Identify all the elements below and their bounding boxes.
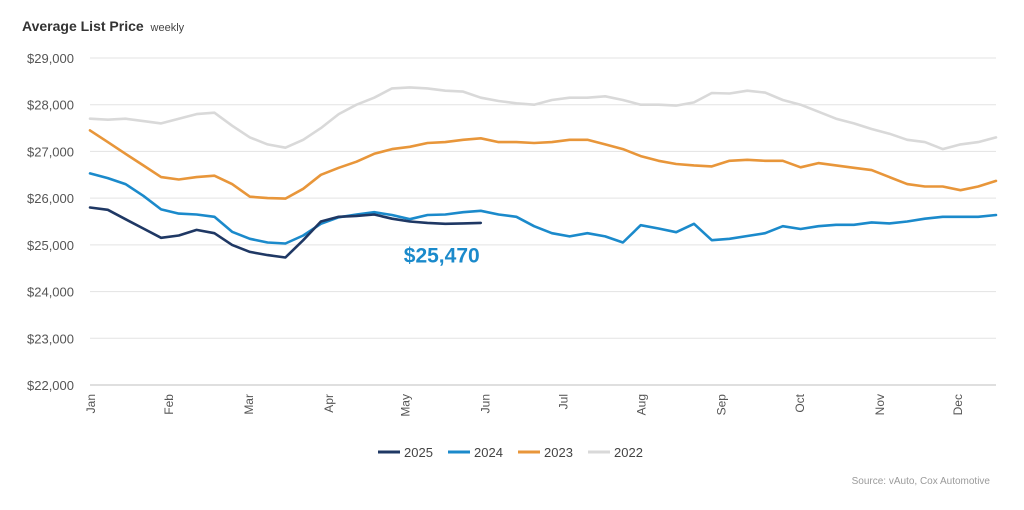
y-tick-label: $28,000 (27, 98, 74, 113)
legend-label-2025: 2025 (404, 445, 433, 460)
series-line-2025 (88, 206, 483, 259)
y-tick-label: $27,000 (27, 144, 74, 159)
source-note: Source: vAuto, Cox Automotive (851, 476, 990, 487)
y-tick-label: $25,000 (27, 238, 74, 253)
x-tick-label: Aug (635, 394, 649, 415)
x-tick-label: Mar (242, 394, 256, 415)
y-tick-label: $24,000 (27, 285, 74, 300)
x-tick-label: Oct (793, 393, 807, 412)
line-chart: $22,000 $23,000 $24,000 $25,000 $26,000 $27,0… (27, 51, 998, 460)
x-tick-label: Apr (322, 394, 336, 413)
y-tick-label: $26,000 (27, 191, 74, 206)
x-tick-label: Jul (557, 394, 571, 409)
price-annotation: $25,470 (404, 245, 480, 268)
series-line-2022 (88, 86, 998, 151)
x-tick-label: May (398, 394, 412, 417)
legend-label-2022: 2022 (614, 445, 643, 460)
x-tick-label: Jun (478, 394, 492, 413)
y-tick-label: $29,000 (27, 51, 74, 66)
chart-subtitle: weekly (150, 22, 185, 34)
y-tick-label: $23,000 (27, 331, 74, 346)
x-tick-label: Dec (951, 394, 965, 415)
legend-label-2024: 2024 (474, 445, 503, 460)
series-line-2023 (88, 129, 998, 200)
chart-title: Average List Price weekly (22, 18, 184, 34)
x-tick-label: Jan (84, 394, 98, 413)
legend-label-2023: 2023 (544, 445, 573, 460)
y-tick-label: $22,000 (27, 378, 74, 393)
series-line-2024 (88, 172, 998, 245)
chart-title-text: Average List Price (22, 18, 144, 34)
x-tick-label: Feb (162, 394, 176, 415)
x-tick-label: Nov (873, 394, 887, 415)
x-tick-label: Sep (715, 394, 729, 416)
